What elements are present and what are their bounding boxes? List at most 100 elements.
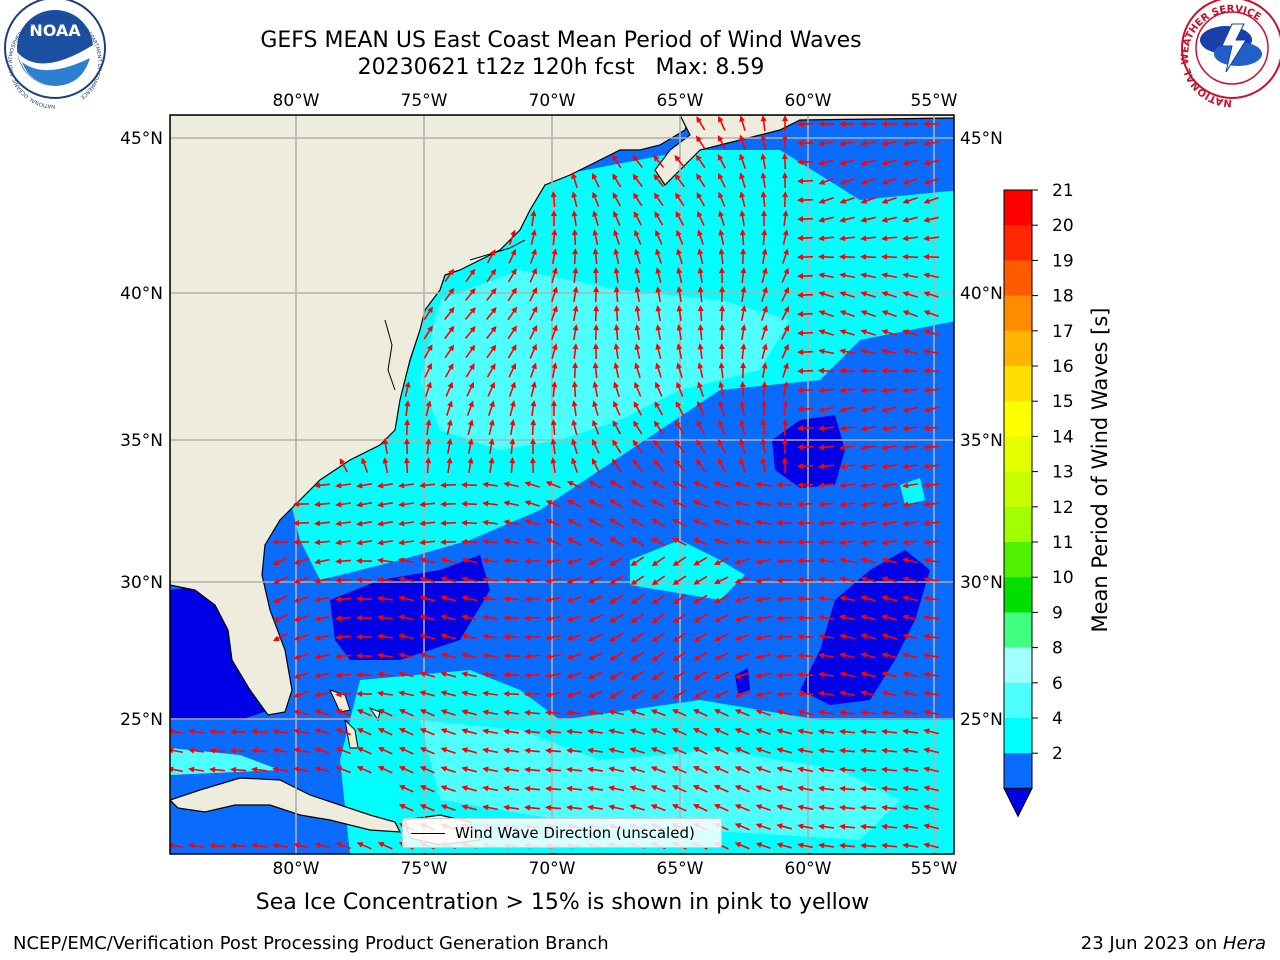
wave-direction-arrow <box>524 804 541 811</box>
colorbar-segment <box>1004 366 1032 402</box>
colorbar-tick-label: 13 <box>1052 463 1074 483</box>
wave-direction-arrow <box>588 499 603 509</box>
wave-direction-arrow <box>377 595 394 602</box>
wave-direction-arrow <box>755 615 771 622</box>
wave-direction-arrow <box>482 690 499 697</box>
wave-direction-arrow <box>881 291 897 298</box>
wave-direction-arrow <box>781 343 789 359</box>
wave-direction-arrow <box>356 595 373 602</box>
wave-direction-arrow <box>676 229 684 245</box>
colorbar-tick-label: 18 <box>1052 287 1074 307</box>
wave-direction-arrow <box>760 115 767 132</box>
wave-direction-arrow <box>209 766 226 773</box>
wave-direction-arrow <box>860 444 877 451</box>
wave-direction-arrow <box>487 400 495 416</box>
wave-direction-arrow <box>923 367 940 374</box>
wave-direction-arrow <box>482 728 499 735</box>
wave-direction-arrow <box>592 381 599 398</box>
wave-direction-arrow <box>440 482 457 489</box>
wave-direction-arrow <box>634 324 641 341</box>
wave-direction-arrow <box>782 400 789 417</box>
wave-direction-arrow <box>419 804 435 812</box>
wave-direction-arrow <box>356 576 373 583</box>
wave-direction-arrow <box>902 235 919 242</box>
wave-direction-arrow <box>881 196 897 204</box>
wave-direction-arrow <box>503 614 520 621</box>
wave-direction-arrow <box>740 324 747 341</box>
wave-direction-arrow <box>550 419 557 436</box>
svg-text:35°N: 35°N <box>960 431 1003 451</box>
wave-direction-arrow <box>818 842 835 849</box>
wave-direction-arrow <box>251 747 268 754</box>
wave-direction-arrow <box>608 804 624 811</box>
wave-direction-arrow <box>781 134 788 151</box>
wave-direction-arrow <box>755 500 772 507</box>
wave-direction-arrow <box>524 709 541 716</box>
wave-direction-arrow <box>676 267 683 283</box>
wave-direction-arrow <box>902 291 918 298</box>
wave-direction-arrow <box>566 766 583 773</box>
wave-direction-arrow <box>356 633 373 640</box>
wave-direction-arrow <box>651 537 666 547</box>
wave-direction-arrow <box>818 766 835 773</box>
wave-direction-arrow <box>440 709 456 717</box>
wave-direction-arrow <box>524 538 540 545</box>
wave-direction-arrow <box>713 652 729 660</box>
wave-direction-arrow <box>902 520 919 527</box>
wave-direction-arrow <box>503 785 520 792</box>
wave-direction-arrow <box>571 191 578 207</box>
wave-direction-arrow <box>776 842 793 849</box>
wave-direction-arrow <box>571 229 578 246</box>
wave-direction-arrow <box>404 419 411 436</box>
wave-direction-arrow <box>797 766 814 773</box>
wave-direction-arrow <box>651 556 666 567</box>
wave-direction-arrow <box>755 804 771 812</box>
wave-direction-arrow <box>482 652 499 659</box>
wave-direction-arrow <box>653 192 664 207</box>
wave-direction-arrow <box>860 539 877 546</box>
wave-direction-arrow <box>860 557 877 564</box>
wave-direction-arrow <box>529 362 537 378</box>
wave-direction-arrow <box>818 709 835 716</box>
wave-direction-arrow <box>566 576 582 584</box>
wave-direction-arrow <box>776 538 793 545</box>
wave-direction-arrow <box>503 500 519 507</box>
wave-direction-arrow <box>314 539 331 546</box>
wave-direction-arrow <box>630 689 645 699</box>
wave-direction-arrow <box>797 614 814 621</box>
wave-direction-arrow <box>902 595 918 602</box>
wave-direction-arrow <box>860 482 877 489</box>
wave-direction-arrow <box>588 480 603 490</box>
wave-direction-arrow <box>445 381 453 397</box>
wave-direction-arrow <box>314 728 330 735</box>
wave-direction-arrow <box>630 518 645 528</box>
wave-direction-arrow <box>440 804 456 812</box>
wave-direction-arrow <box>693 594 708 604</box>
wave-direction-arrow <box>566 481 582 489</box>
wave-direction-arrow <box>335 577 352 584</box>
wave-direction-arrow <box>651 689 666 700</box>
wave-direction-arrow <box>818 785 835 792</box>
wave-direction-arrow <box>818 159 834 166</box>
wave-direction-arrow <box>860 177 876 185</box>
wave-direction-arrow <box>797 197 814 204</box>
wave-direction-arrow <box>734 842 750 850</box>
wave-direction-arrow <box>464 326 476 339</box>
wave-direction-arrow <box>653 459 665 472</box>
wave-direction-arrow <box>718 362 725 379</box>
wave-direction-arrow <box>818 804 835 811</box>
wave-direction-arrow <box>860 785 877 792</box>
wave-direction-arrow <box>839 367 856 374</box>
wave-direction-arrow <box>440 633 457 640</box>
wave-direction-arrow <box>860 367 877 374</box>
wave-direction-arrow <box>633 401 643 416</box>
wave-direction-arrow <box>209 728 226 735</box>
wave-direction-arrow <box>419 766 435 774</box>
wave-direction-arrow <box>377 709 393 717</box>
wave-direction-arrow <box>608 747 624 754</box>
wave-direction-arrow <box>293 747 309 754</box>
wave-direction-arrow <box>509 438 516 455</box>
wave-direction-arrow <box>734 747 750 755</box>
wave-direction-arrow <box>923 159 939 166</box>
wave-direction-arrow <box>634 229 642 245</box>
